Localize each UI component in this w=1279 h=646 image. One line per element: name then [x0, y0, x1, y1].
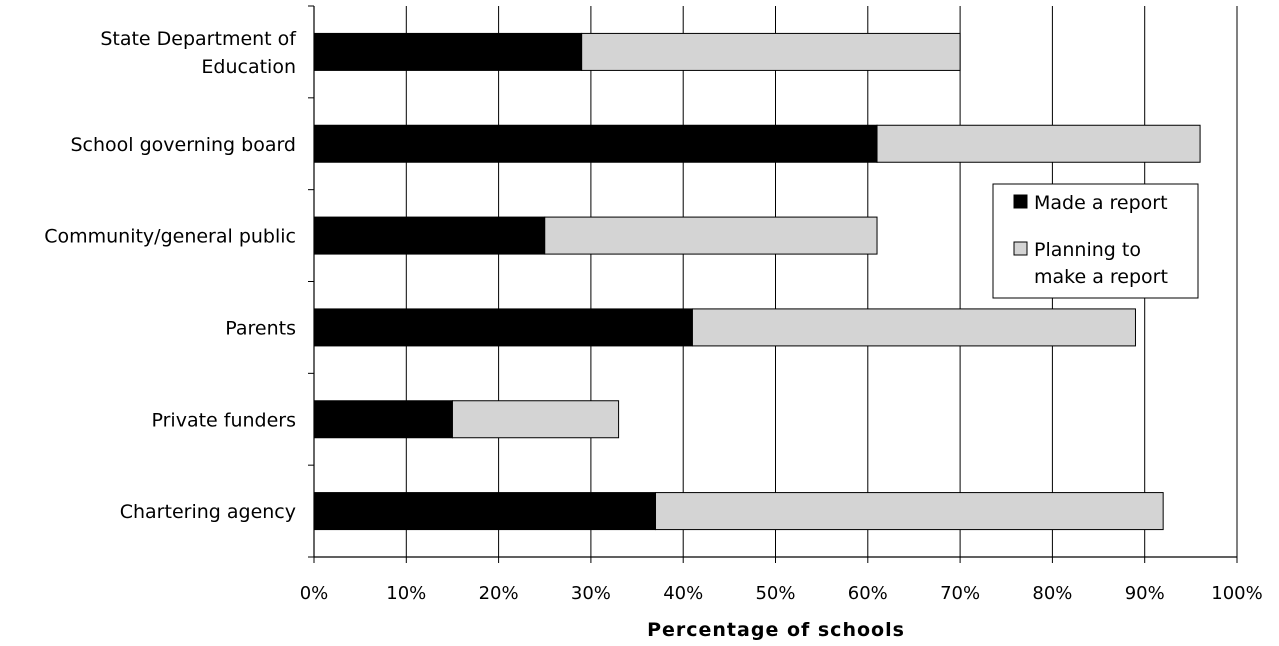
category-label: State Department of: [100, 28, 297, 50]
x-axis-title: Percentage of schools: [647, 619, 905, 641]
bar-planning-report: [544, 216, 878, 255]
category-label: Parents: [225, 317, 296, 339]
category-labels: State Department of Education School gover…: [44, 28, 297, 523]
x-tick-label: 30%: [571, 583, 611, 604]
bar-made-report: [313, 308, 693, 347]
x-tick-label: 80%: [1032, 583, 1072, 604]
category-label: School governing board: [70, 134, 296, 156]
x-tick-label: 20%: [479, 583, 519, 604]
x-tick-label: 100%: [1211, 583, 1262, 604]
category-label: Private funders: [151, 409, 296, 431]
x-tick-label: 60%: [848, 583, 888, 604]
bar-made-report: [313, 216, 546, 255]
x-tick-label: 0%: [300, 583, 329, 604]
bar-planning-report: [876, 124, 1201, 163]
axes: [308, 5, 1238, 563]
x-tick-label: 70%: [940, 583, 980, 604]
x-tick-label: 10%: [386, 583, 426, 604]
category-label: Education: [201, 56, 296, 78]
bar-planning-report: [691, 308, 1136, 347]
legend-label: Made a report: [1034, 192, 1168, 214]
legend-swatch: [1013, 241, 1028, 256]
bar-planning-report: [451, 400, 620, 439]
legend-label: make a report: [1034, 266, 1168, 288]
bar-made-report: [313, 492, 657, 531]
x-tick-labels: 0% 10% 20% 30% 40% 50% 60% 70% 80% 90% 100%: [300, 583, 1263, 604]
bar-made-report: [313, 32, 583, 71]
bar-planning-report: [655, 492, 1164, 531]
bar-made-report: [313, 124, 878, 163]
category-label: Community/general public: [44, 226, 296, 248]
x-tick-label: 90%: [1125, 583, 1165, 604]
bar-made-report: [313, 400, 453, 439]
bar-planning-report: [581, 32, 961, 71]
bars: [313, 32, 1201, 531]
legend-label: Planning to: [1034, 239, 1141, 261]
legend-swatch: [1013, 194, 1028, 209]
x-tick-label: 40%: [663, 583, 703, 604]
category-label: Chartering agency: [120, 501, 296, 523]
x-tick-label: 50%: [755, 583, 795, 604]
legend: Made a report Planning to make a report: [992, 183, 1199, 299]
